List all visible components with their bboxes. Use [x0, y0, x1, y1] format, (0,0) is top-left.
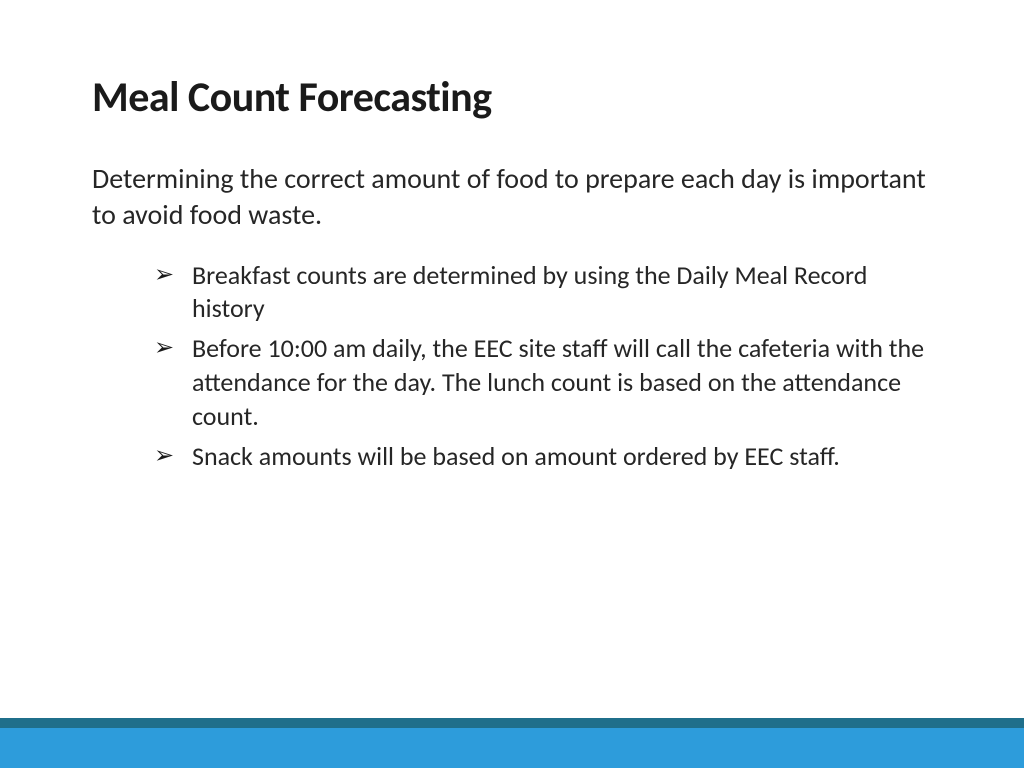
slide-container: Meal Count Forecasting Determining the c… [0, 0, 1024, 768]
bullet-item: Snack amounts will be based on amount or… [154, 440, 932, 474]
footer-band [0, 718, 1024, 768]
slide-title: Meal Count Forecasting [92, 72, 932, 123]
footer-band-top [0, 718, 1024, 728]
bullet-list: Breakfast counts are determined by using… [92, 259, 932, 474]
slide-intro: Determining the correct amount of food t… [92, 161, 932, 233]
bullet-item: Before 10:00 am daily, the EEC site staf… [154, 332, 932, 433]
bullet-item: Breakfast counts are determined by using… [154, 259, 932, 327]
footer-band-bottom [0, 728, 1024, 768]
